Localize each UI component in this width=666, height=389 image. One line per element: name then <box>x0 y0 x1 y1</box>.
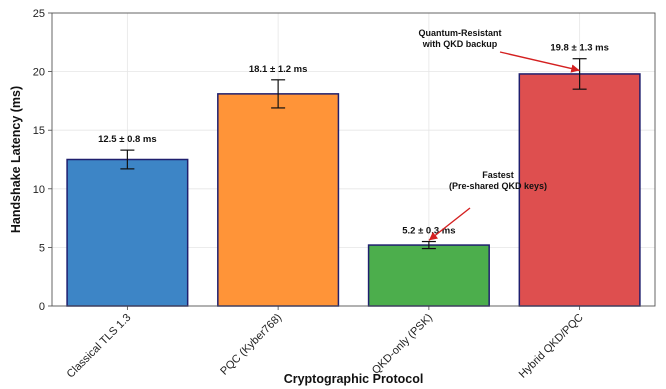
x-tick-label: Hybrid QKD/PQC <box>517 312 586 381</box>
bar-1 <box>217 93 340 307</box>
annotation-text-line: Quantum-Resistant <box>418 28 501 38</box>
x-tick-label: QKD-only (PSK) <box>370 312 435 377</box>
y-tick-label: 10 <box>33 184 45 196</box>
y-tick-label: 20 <box>33 67 45 79</box>
error-bar-0 <box>120 149 135 170</box>
annotation-1: Fastest(Pre-shared QKD keys) <box>428 170 547 241</box>
annotation-text-line: Fastest <box>482 170 514 180</box>
data-label: 19.8 ± 1.3 ms <box>550 43 609 54</box>
annotation-text-line: with QKD backup <box>422 39 498 49</box>
error-bars <box>120 58 587 250</box>
annotation-text-line: (Pre-shared QKD keys) <box>449 181 547 191</box>
data-label: 18.1 ± 1.2 ms <box>249 64 308 75</box>
plot-frame <box>51 12 656 307</box>
data-labels: 12.5 ± 0.8 ms 18.1 ± 1.2 ms 5.2 ± 0.3 ms 19… <box>98 43 609 237</box>
error-bar-3 <box>572 58 587 90</box>
y-tick-label: 25 <box>33 8 45 20</box>
bars <box>66 73 641 307</box>
error-bar-1 <box>271 79 286 109</box>
error-bar-2 <box>421 240 436 250</box>
x-axis-title: Cryptographic Protocol <box>284 372 424 386</box>
annotation-arrow <box>499 51 580 73</box>
data-label: 12.5 ± 0.8 ms <box>98 134 157 145</box>
x-tick-label: Classical TLS 1.3 <box>65 312 134 381</box>
x-tick-label: PQC (Kyber768) <box>218 312 284 378</box>
y-tick-label: 5 <box>39 242 45 254</box>
y-tick-label: 0 <box>39 301 45 313</box>
y-tick-label: 15 <box>33 125 45 137</box>
bar-0 <box>66 158 189 307</box>
bar-2 <box>367 244 490 307</box>
annotation-arrow <box>428 207 471 241</box>
y-axis-title: Handshake Latency (ms) <box>9 86 23 233</box>
data-label: 5.2 ± 0.3 ms <box>402 226 455 237</box>
